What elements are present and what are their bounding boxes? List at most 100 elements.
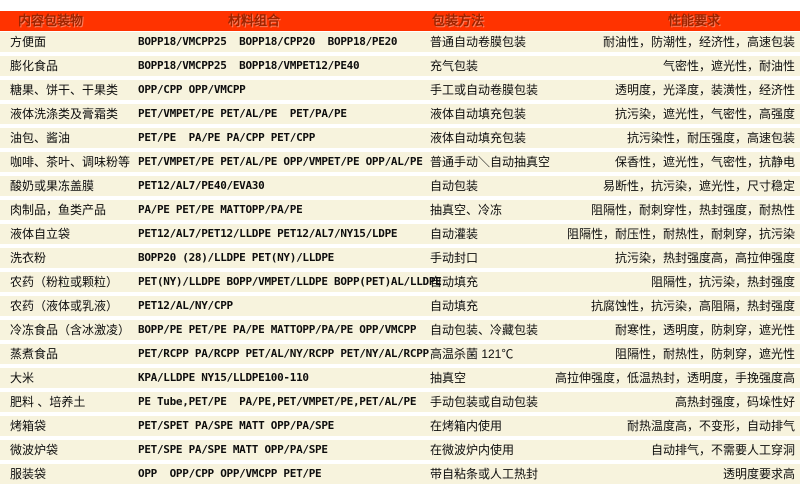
row-item: 冷冻食品（含冰激凌） [10, 323, 131, 337]
row-materials: PE Tube,PET/PE PA/PE,PET/VMPET/PE,PET/AL… [138, 395, 417, 408]
table-row: 农药（粉粒或颗粒） PET(NY)/LLDPE BOPP/VMPET/LLDPE… [0, 272, 800, 292]
table-body: 方便面 BOPP18/VMCPP25 BOPP18/CPP20 BOPP18/P… [0, 32, 800, 484]
row-materials: PET12/AL7/PE40/EVA30 [138, 179, 265, 192]
row-method: 手工或自动卷膜包装 [430, 83, 539, 97]
table-row: 肥料 、培养土 PE Tube,PET/PE PA/PE,PET/VMPET/P… [0, 392, 800, 412]
row-requirements: 保香性，遮光性，气密性，抗静电 [614, 155, 795, 169]
row-method: 手动包装或自动包装 [430, 395, 539, 409]
table-row: 烤箱袋 PET/SPET PA/SPE MATT OPP/PA/SPE 在烤箱内… [0, 416, 800, 436]
row-requirements: 易断性，抗污染，遮光性，尺寸稳定 [602, 179, 795, 193]
row-method: 在微波炉内使用 [430, 443, 515, 457]
packaging-reference-table: 内容包装物 材料组合 包装方法 性能要求 方便面 BOPP18/VMCPP25 … [0, 11, 800, 490]
row-item: 农药（液体或乳液） [10, 299, 119, 313]
row-method: 抽真空 [430, 371, 467, 385]
row-method: 普通自动卷膜包装 [430, 35, 527, 49]
table-row: 酸奶或果冻盖膜 PET12/AL7/PE40/EVA30 自动包装 易断性，抗污… [0, 176, 800, 196]
row-method: 高温杀菌 121℃ [430, 347, 514, 361]
row-item: 液体自立袋 [10, 227, 71, 241]
row-method: 在烤箱内使用 [430, 419, 503, 433]
row-item: 液体洗涤类及膏霜类 [10, 107, 119, 121]
row-item: 农药（粉粒或颗粒） [10, 275, 119, 289]
table-row: 肉制品，鱼类产品 PA/PE PET/PE MATTOPP/PA/PE 抽真空、… [0, 200, 800, 220]
row-materials: OPP/CPP OPP/VMCPP [138, 83, 246, 96]
row-method: 自动包装、冷藏包装 [430, 323, 539, 337]
row-materials: PET(NY)/LLDPE BOPP/VMPET/LLDPE BOPP(PET)… [138, 275, 442, 288]
row-requirements: 耐寒性，透明度，防刺穿，遮光性 [614, 323, 795, 337]
row-materials: BOPP18/VMCPP25 BOPP18/CPP20 BOPP18/PE20 [138, 35, 398, 48]
header-requirements: 性能要求 [668, 13, 721, 28]
table-row: 微波炉袋 PET/SPE PA/SPE MATT OPP/PA/SPE 在微波炉… [0, 440, 800, 460]
row-method: 自动填充 [430, 299, 479, 313]
row-item: 肉制品，鱼类产品 [10, 203, 107, 217]
table-row: 液体自立袋 PET12/AL7/PET12/LLDPE PET12/AL7/NY… [0, 224, 800, 244]
row-method: 抽真空、冷冻 [430, 203, 503, 217]
row-item: 服装袋 [10, 467, 47, 481]
row-method: 带自粘条或人工热封 [430, 467, 539, 481]
table-row: 膨化食品 BOPP18/VMCPP25 BOPP18/VMPET12/PE40 … [0, 56, 800, 76]
row-method: 自动灌装 [430, 227, 479, 241]
row-method: 液体自动填充包装 [430, 107, 527, 121]
row-materials: BOPP18/VMCPP25 BOPP18/VMPET12/PE40 [138, 59, 360, 72]
row-item: 咖啡、茶叶、调味粉等 [10, 155, 131, 169]
row-item: 膨化食品 [10, 59, 59, 73]
row-materials: PET12/AL/NY/CPP [138, 299, 233, 312]
row-requirements: 抗污染性，耐压强度，高速包装 [626, 131, 795, 145]
table-row: 农药（液体或乳液） PET12/AL/NY/CPP 自动填充 抗腐蚀性，抗污染，… [0, 296, 800, 316]
row-method: 自动包装 [430, 179, 479, 193]
row-materials: PA/PE PET/PE MATTOPP/PA/PE [138, 203, 303, 216]
row-item: 洗衣粉 [10, 251, 47, 265]
row-item: 蒸煮食品 [10, 347, 59, 361]
row-method: 自动填充 [430, 275, 479, 289]
row-requirements: 阻隔性，抗污染，热封强度 [650, 275, 795, 289]
table-row: 大米 KPA/LLDPE NY15/LLDPE100-110 抽真空 高拉伸强度… [0, 368, 800, 388]
row-requirements: 抗污染，遮光性，气密性，高强度 [614, 107, 795, 121]
row-item: 大米 [10, 371, 35, 385]
row-materials: PET/VMPET/PE PET/AL/PE OPP/VMPET/PE OPP/… [138, 155, 423, 168]
header-method: 包装方法 [432, 13, 485, 28]
row-item: 油包、酱油 [10, 131, 71, 145]
row-requirements: 耐热温度高，不变形，自动排气 [626, 419, 795, 433]
row-method: 充气包装 [430, 59, 479, 73]
table-row: 服装袋 OPP OPP/CPP OPP/VMCPP PET/PE 带自粘条或人工… [0, 464, 800, 484]
table-row: 咖啡、茶叶、调味粉等 PET/VMPET/PE PET/AL/PE OPP/VM… [0, 152, 800, 172]
row-materials: KPA/LLDPE NY15/LLDPE100-110 [138, 371, 309, 384]
table-row: 蒸煮食品 PET/RCPP PA/RCPP PET/AL/NY/RCPP PET… [0, 344, 800, 364]
header-materials: 材料组合 [228, 13, 281, 28]
row-requirements: 阻隔性，耐刺穿性，热封强度，耐热性 [590, 203, 795, 217]
row-materials: PET/RCPP PA/RCPP PET/AL/NY/RCPP PET/NY/A… [138, 347, 429, 360]
table-row: 液体洗涤类及膏霜类 PET/VMPET/PE PET/AL/PE PET/PA/… [0, 104, 800, 124]
table-row: 冷冻食品（含冰激凌） BOPP/PE PET/PE PA/PE MATTOPP/… [0, 320, 800, 340]
row-materials: PET12/AL7/PET12/LLDPE PET12/AL7/NY15/LDP… [138, 227, 398, 240]
table-row: 油包、酱油 PET/PE PA/PE PA/CPP PET/CPP 液体自动填充… [0, 128, 800, 148]
row-materials: OPP OPP/CPP OPP/VMCPP PET/PE [138, 467, 322, 480]
row-requirements: 气密性，遮光性，耐油性 [662, 59, 795, 73]
row-materials: PET/VMPET/PE PET/AL/PE PET/PA/PE [138, 107, 347, 120]
row-item: 烤箱袋 [10, 419, 47, 433]
table-header-row: 内容包装物 材料组合 包装方法 性能要求 [0, 11, 800, 31]
row-method: 液体自动填充包装 [430, 131, 527, 145]
header-contents: 内容包装物 [18, 13, 84, 28]
row-requirements: 耐油性，防潮性，经济性，高速包装 [602, 35, 795, 49]
row-materials: PET/SPE PA/SPE MATT OPP/PA/SPE [138, 443, 328, 456]
row-materials: BOPP20 (28)/LLDPE PET(NY)/LLDPE [138, 251, 334, 264]
row-requirements: 阻隔性，耐压性，耐热性，耐刺穿，抗污染 [566, 227, 795, 241]
row-requirements: 抗污染，热封强度高，高拉伸强度 [614, 251, 795, 265]
row-requirements: 透明度，光泽度，装潢性，经济性 [614, 83, 795, 97]
row-requirements: 高热封强度，码垛性好 [674, 395, 795, 409]
row-item: 方便面 [10, 35, 47, 49]
row-item: 微波炉袋 [10, 443, 59, 457]
table-row: 糖果、饼干、干果类 OPP/CPP OPP/VMCPP 手工或自动卷膜包装 透明… [0, 80, 800, 100]
table-row: 洗衣粉 BOPP20 (28)/LLDPE PET(NY)/LLDPE 手动封口… [0, 248, 800, 268]
row-requirements: 透明度要求高 [722, 467, 795, 481]
row-materials: PET/PE PA/PE PA/CPP PET/CPP [138, 131, 316, 144]
table-row: 方便面 BOPP18/VMCPP25 BOPP18/CPP20 BOPP18/P… [0, 32, 800, 52]
row-requirements: 阻隔性，耐热性，防刺穿，遮光性 [614, 347, 795, 361]
row-requirements: 高拉伸强度，低温热封，透明度，手挽强度高 [554, 371, 795, 385]
row-method: 手动封口 [430, 251, 479, 265]
row-method: 普通手动＼自动抽真空 [430, 155, 551, 169]
row-item: 糖果、饼干、干果类 [10, 83, 119, 97]
row-item: 酸奶或果冻盖膜 [10, 179, 95, 193]
row-materials: PET/SPET PA/SPE MATT OPP/PA/SPE [138, 419, 334, 432]
row-materials: BOPP/PE PET/PE PA/PE MATTOPP/PA/PE OPP/V… [138, 323, 417, 336]
row-requirements: 抗腐蚀性，抗污染，高阻隔，热封强度 [590, 299, 795, 313]
